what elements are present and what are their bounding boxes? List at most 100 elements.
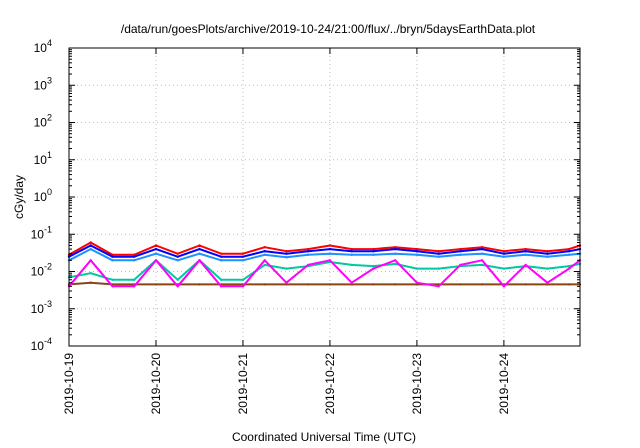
data-point xyxy=(89,244,92,247)
data-point xyxy=(546,281,549,284)
data-point xyxy=(350,247,353,251)
data-point xyxy=(307,253,310,256)
data-point xyxy=(524,250,527,253)
data-point xyxy=(263,263,266,267)
data-point xyxy=(567,250,571,253)
data-point xyxy=(263,259,266,262)
data-point xyxy=(480,283,484,286)
data-point xyxy=(567,267,571,270)
data-point xyxy=(459,263,462,267)
data-point xyxy=(394,259,397,262)
data-point xyxy=(154,259,158,262)
data-point xyxy=(567,283,571,286)
x-tick-label: 2019-10-24 xyxy=(497,353,511,415)
data-point xyxy=(241,285,245,288)
data-point xyxy=(546,250,549,253)
data-point xyxy=(502,285,506,288)
data-point xyxy=(437,267,440,270)
data-point xyxy=(198,283,201,286)
y-axis-label: cGy/day xyxy=(12,175,26,219)
data-point xyxy=(328,247,332,251)
data-point xyxy=(89,281,92,284)
data-point xyxy=(176,278,179,281)
data-point xyxy=(480,263,484,267)
data-point xyxy=(307,247,310,251)
x-axis-label: Coordinated Universal Time (UTC) xyxy=(232,430,416,444)
data-point xyxy=(502,255,506,258)
data-point xyxy=(285,267,288,270)
data-point xyxy=(176,259,179,262)
data-point xyxy=(285,250,288,253)
data-point xyxy=(394,262,397,266)
data-point xyxy=(263,283,266,286)
data-point xyxy=(372,283,375,286)
data-point xyxy=(89,272,92,275)
data-point xyxy=(328,244,332,247)
y-tick-label: 101 xyxy=(34,150,52,167)
data-point xyxy=(176,285,179,288)
data-point xyxy=(480,246,484,249)
x-tick-label: 2019-10-19 xyxy=(62,353,76,415)
y-tick-label: 104 xyxy=(34,38,52,55)
data-point xyxy=(546,283,549,286)
data-point xyxy=(480,259,484,262)
x-tick-label: 2019-10-23 xyxy=(410,353,424,415)
data-point xyxy=(524,263,527,267)
data-point xyxy=(372,264,375,268)
data-point xyxy=(154,244,158,247)
data-point xyxy=(567,253,571,256)
data-point xyxy=(437,250,440,253)
data-point xyxy=(415,253,419,256)
data-point xyxy=(546,267,549,270)
data-point xyxy=(307,283,310,286)
data-point xyxy=(480,252,484,255)
data-point xyxy=(111,278,114,281)
data-point xyxy=(372,247,375,251)
data-point xyxy=(415,247,419,251)
data-point xyxy=(220,259,223,262)
data-point xyxy=(285,252,288,255)
data-point xyxy=(285,256,288,259)
y-tick-label: 103 xyxy=(34,75,52,92)
data-point xyxy=(241,259,245,262)
data-point xyxy=(307,263,310,267)
data-point xyxy=(154,252,158,255)
data-point xyxy=(459,283,462,286)
y-tick-label: 10-2 xyxy=(31,262,52,279)
data-point xyxy=(263,246,266,249)
data-point xyxy=(350,281,353,284)
data-point xyxy=(198,247,201,251)
data-point xyxy=(220,285,223,288)
data-point xyxy=(285,283,288,286)
data-point xyxy=(394,246,397,249)
data-point xyxy=(480,247,484,251)
data-point xyxy=(502,252,506,255)
data-point xyxy=(154,247,158,251)
data-point xyxy=(372,253,375,256)
data-point xyxy=(524,283,527,286)
data-point xyxy=(372,267,375,270)
data-point xyxy=(394,252,397,255)
y-tick-label: 10-3 xyxy=(31,299,52,316)
data-point xyxy=(220,278,223,281)
data-point xyxy=(133,285,136,288)
y-tick-labels: 10-4 10-3 10-2 10-1 100 101 102 103 104 xyxy=(31,38,52,353)
data-point xyxy=(524,247,527,251)
data-point xyxy=(328,259,332,262)
x-tick-label: 2019-10-21 xyxy=(236,353,250,415)
data-point xyxy=(415,281,419,284)
data-point xyxy=(546,252,549,255)
data-point xyxy=(111,259,114,262)
data-point xyxy=(198,252,201,255)
data-point xyxy=(394,247,397,251)
data-point xyxy=(567,247,571,251)
data-point xyxy=(502,267,506,270)
y-tick-label: 102 xyxy=(34,113,52,130)
data-point xyxy=(328,283,332,286)
x-tick-labels: 2019-10-19 2019-10-20 2019-10-21 2019-10-22… xyxy=(62,353,511,415)
y-tick-label: 10-4 xyxy=(31,336,52,353)
chart-title: /data/run/goesPlots/archive/2019-10-24/2… xyxy=(121,22,536,36)
data-point xyxy=(394,283,397,286)
data-point xyxy=(307,250,310,253)
